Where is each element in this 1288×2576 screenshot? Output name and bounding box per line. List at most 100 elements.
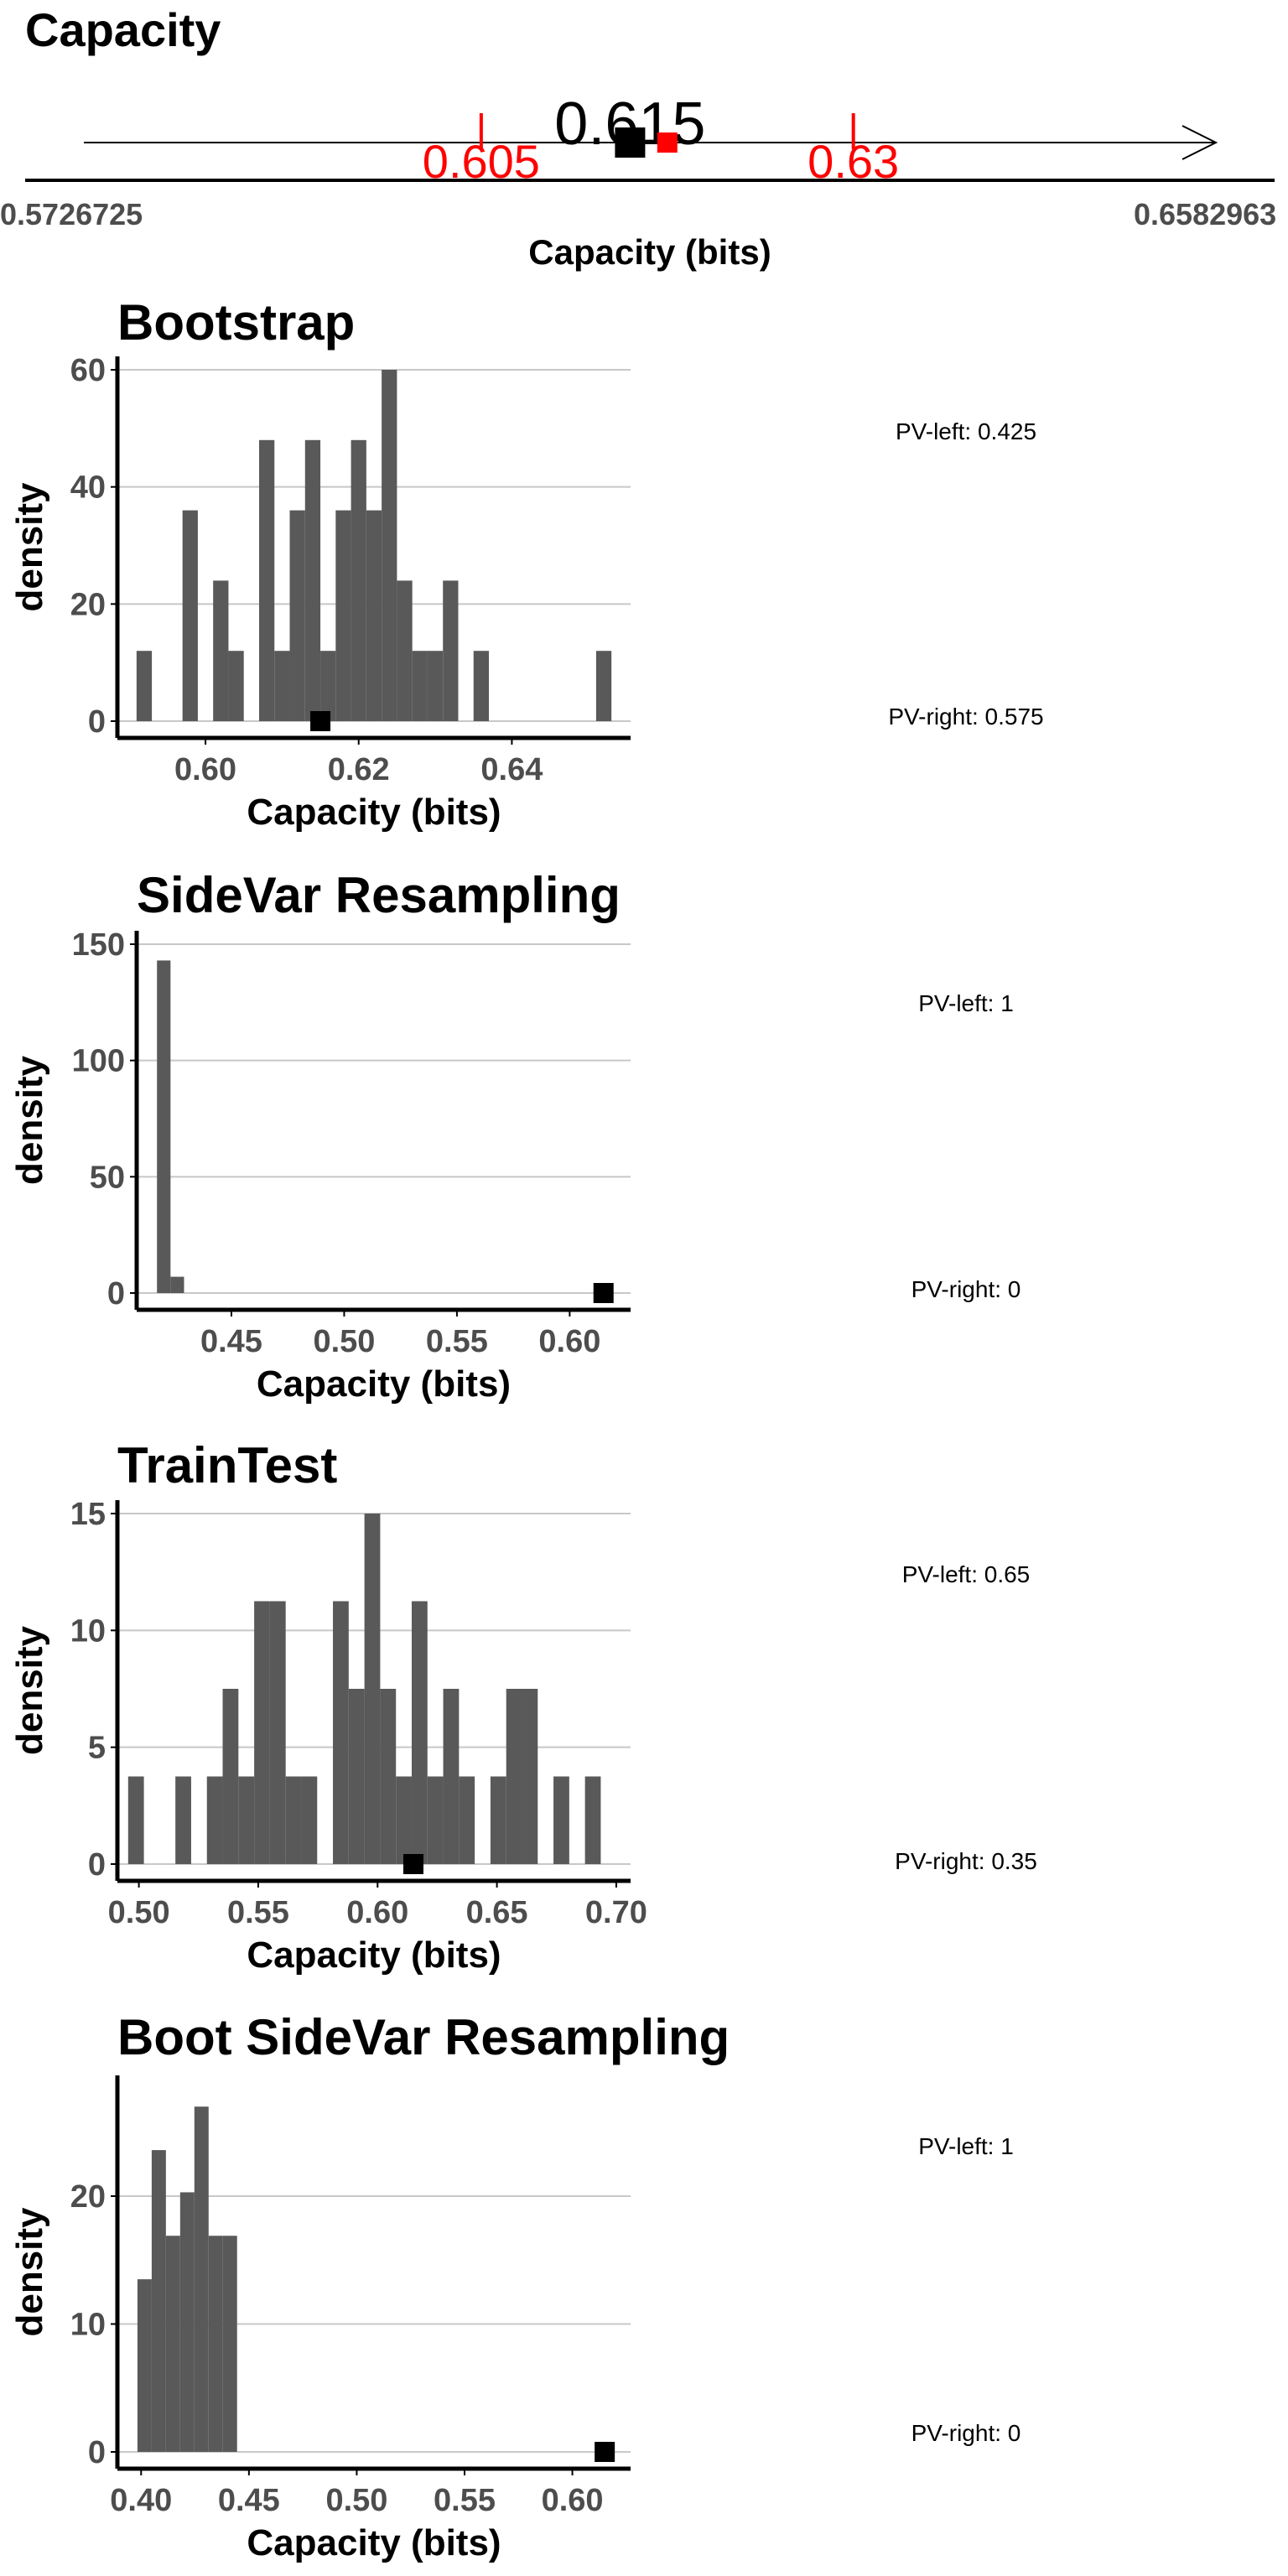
pv-left-label: PV-left: 0.65 — [901, 1561, 1031, 1587]
y-tick-label: 50 — [90, 1160, 125, 1195]
histogram-bar — [584, 1776, 601, 1864]
x-axis-title: Capacity (bits) — [247, 1935, 501, 1976]
histogram-bar — [396, 1776, 412, 1864]
x-axis-title: Capacity (bits) — [257, 1363, 511, 1405]
y-axis-title: density — [9, 1625, 50, 1755]
number-line-panel: Capacity 0.5726725 0.6582963 Capacity (bits… — [0, 3, 1276, 272]
y-axis-title: density — [9, 2207, 50, 2337]
histogram-bar — [304, 439, 321, 721]
y-tick-label: 0 — [88, 1847, 106, 1883]
y-tick-label: 0 — [88, 704, 106, 740]
histogram-bar — [269, 1601, 286, 1864]
histogram-bar — [443, 1689, 460, 1864]
observed-value-marker — [593, 1283, 614, 1303]
ci-upper-label: 0.63 — [808, 135, 899, 188]
y-tick-label: 0 — [88, 2435, 106, 2470]
y-tick-label: 0 — [107, 1276, 125, 1311]
histogram-bar — [208, 2236, 223, 2452]
panel-title: Bootstrap — [117, 294, 355, 351]
histogram-bar — [382, 370, 397, 721]
observed-value-marker — [310, 711, 331, 731]
histogram-bar — [351, 439, 366, 721]
x-axis-title: Capacity (bits) — [247, 792, 501, 833]
histogram-bar — [553, 1776, 569, 1864]
histogram-bar — [127, 1776, 144, 1864]
y-axis-title: density — [9, 482, 50, 612]
x-tick-label: 0.40 — [110, 2483, 172, 2518]
red-marker — [657, 132, 678, 153]
x-axis-title: Capacity (bits) — [528, 232, 771, 272]
x-tick-label: 0.55 — [434, 2483, 496, 2518]
histogram-bar — [412, 651, 428, 721]
pv-left-label: PV-left: 1 — [918, 2133, 1014, 2159]
histogram-bar — [522, 1689, 538, 1864]
pv-right-label: PV-right: 0.35 — [895, 1848, 1037, 1874]
x-tick-label: 0.70 — [585, 1895, 647, 1930]
y-tick-label: 15 — [70, 1497, 106, 1532]
histogram-bar — [595, 651, 612, 721]
y-tick-label: 20 — [70, 2179, 106, 2215]
pv-right-label: PV-right: 0 — [911, 1276, 1021, 1302]
y-tick-label: 20 — [70, 587, 106, 622]
histogram-bar — [258, 439, 275, 721]
ci-lower-label: 0.605 — [423, 135, 540, 188]
x-tick-label: 0.55 — [426, 1324, 488, 1359]
histogram-bar — [165, 2236, 180, 2452]
y-tick-label: 60 — [70, 353, 106, 388]
histogram-bar — [222, 2236, 237, 2452]
y-tick-label: 10 — [70, 2308, 106, 2343]
histogram-bar — [335, 510, 351, 721]
histogram-bar — [222, 1689, 239, 1864]
pv-left-label: PV-left: 1 — [918, 990, 1014, 1016]
histogram-bar — [136, 651, 153, 721]
pv-left-label: PV-left: 0.425 — [895, 418, 1037, 444]
x-tick-label: 0.65 — [466, 1895, 528, 1930]
x-range-max-label: 0.6582963 — [1134, 197, 1276, 231]
histogram-bar — [179, 2192, 195, 2452]
pv-right-label: PV-right: 0 — [911, 2420, 1021, 2446]
histogram-bar — [301, 1776, 318, 1864]
y-tick-label: 150 — [72, 927, 125, 963]
histogram-bar — [170, 1276, 184, 1293]
histogram-bar — [366, 510, 382, 721]
histogram-bar — [459, 1776, 475, 1864]
histogram-bar — [506, 1689, 522, 1864]
histogram-bar — [397, 580, 413, 721]
x-tick-label: 0.60 — [538, 1324, 600, 1359]
histogram-bar — [194, 2106, 209, 2452]
histogram-bar — [348, 1689, 365, 1864]
x-tick-label: 0.50 — [108, 1895, 170, 1930]
histogram-bar — [320, 651, 336, 721]
point-estimate-marker — [615, 127, 646, 158]
histogram-bar — [473, 651, 490, 721]
histogram-bar — [285, 1776, 302, 1864]
histogram-bar — [380, 1689, 397, 1864]
histogram-bar — [289, 510, 305, 721]
x-tick-label: 0.60 — [542, 2483, 604, 2518]
histogram-bar — [490, 1776, 506, 1864]
arrowhead — [1182, 125, 1218, 160]
histogram-bar — [333, 1601, 349, 1864]
x-tick-label: 0.50 — [325, 2483, 387, 2518]
panel-title: Boot SideVar Resampling — [117, 2009, 730, 2065]
histogram-bar — [151, 2150, 166, 2452]
histogram-bar — [213, 580, 229, 721]
histogram-panel: Bootstrap 0 20 40 60 0.60 0.62 0.64 Capacity (bi… — [9, 294, 631, 833]
y-tick-label: 100 — [72, 1044, 125, 1079]
histogram-bar — [238, 1776, 255, 1864]
observed-value-marker — [595, 2442, 615, 2462]
x-axis-title: Capacity (bits) — [247, 2522, 501, 2563]
x-tick-label: 0.45 — [200, 1324, 262, 1359]
chart-title: Capacity — [25, 3, 221, 56]
x-tick-label: 0.60 — [174, 752, 236, 787]
histogram-bar — [157, 960, 171, 1293]
histogram-bar — [254, 1601, 270, 1864]
x-tick-label: 0.62 — [328, 752, 390, 787]
histogram-bar — [364, 1514, 381, 1864]
histogram-panel: Boot SideVar Resampling 0 10 20 0.40 0.45 0.50… — [9, 2009, 730, 2563]
y-axis-title: density — [9, 1055, 50, 1185]
y-tick-label: 5 — [88, 1731, 106, 1766]
panel-title: SideVar Resampling — [137, 867, 621, 923]
x-tick-label: 0.55 — [227, 1895, 289, 1930]
